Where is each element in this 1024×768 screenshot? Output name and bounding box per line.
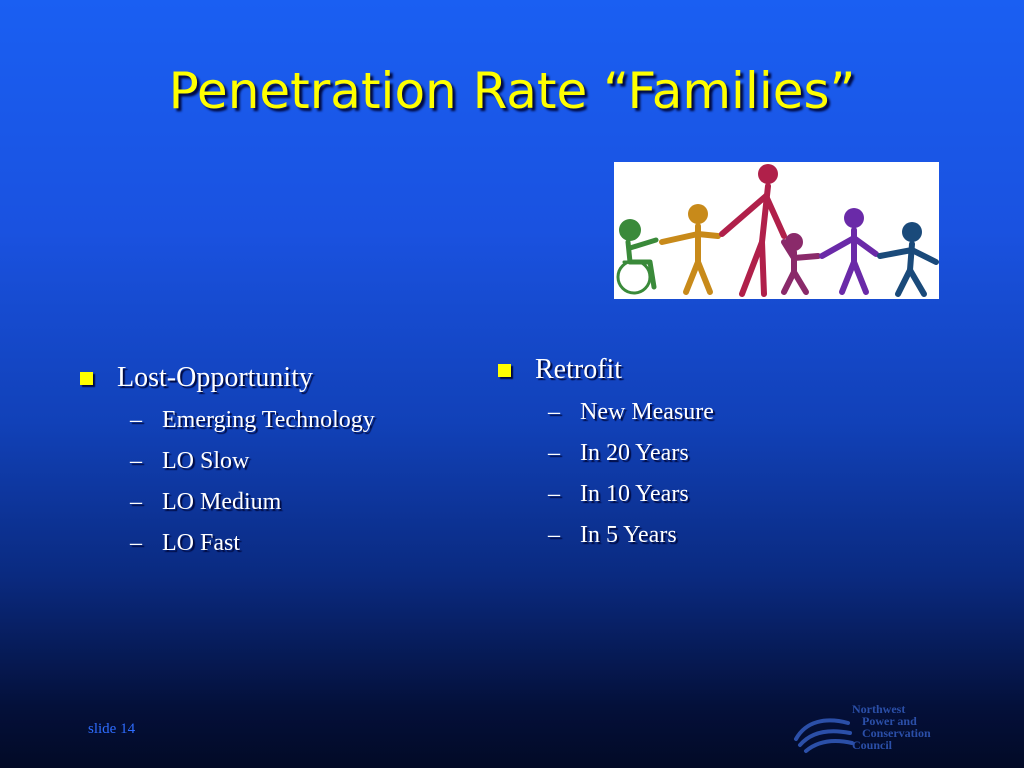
sub-bullet-label: LO Medium [162,489,282,515]
dash-icon: – [130,530,142,556]
sub-bullet-item: – New Measure [498,392,714,433]
sub-bullet-label: LO Fast [162,530,240,556]
child-figure-icon [819,208,879,295]
retrofit-column: Retrofit – New Measure – In 20 Years – I… [498,350,714,556]
sub-bullet-item: – In 5 Years [498,515,714,556]
council-logo-text: Northwest Power and Conservation Council [852,703,931,751]
dash-icon: – [130,407,142,433]
dash-icon: – [130,489,142,515]
family-clipart [614,162,939,299]
sub-bullet-item: – LO Fast [80,523,375,564]
toddler-figure-icon [781,233,821,295]
council-logo-icon [794,718,854,753]
sub-bullet-item: – Emerging Technology [80,400,375,441]
logo-line: Power and [862,714,917,728]
logo-line: Council [852,738,893,752]
slide-title: Penetration Rate “Families” [168,62,856,120]
sub-bullet-label: New Measure [580,399,714,425]
bullet-item: Lost-Opportunity [80,358,375,398]
dash-icon: – [548,481,560,507]
dash-icon: – [548,399,560,425]
sub-bullet-item: – In 10 Years [498,474,714,515]
dash-icon: – [130,448,142,474]
sub-bullet-label: In 5 Years [580,522,677,548]
sub-bullet-item: – In 20 Years [498,433,714,474]
sub-bullet-label: LO Slow [162,448,250,474]
lost-opportunity-column: Lost-Opportunity – Emerging Technology –… [80,358,375,564]
slide-number: slide 14 [88,721,136,737]
child-figure-icon [877,222,939,297]
sub-bullet-item: – LO Medium [80,482,375,523]
logo-line: Northwest [852,702,906,716]
adult-figure-icon [719,164,787,297]
bullet-item: Retrofit [498,350,714,390]
logo-line: Conservation [862,726,931,740]
square-bullet-icon [498,363,511,377]
sub-bullet-label: In 10 Years [580,481,689,507]
bullet-label: Retrofit [535,354,623,385]
sub-bullet-label: Emerging Technology [162,407,375,433]
sub-bullet-label: In 20 Years [580,440,689,466]
dash-icon: – [548,522,560,548]
bullet-label: Lost-Opportunity [117,362,313,393]
square-bullet-icon [80,371,93,385]
wheelchair-figure-icon [616,219,659,295]
child-figure-icon [659,204,721,295]
sub-bullet-item: – LO Slow [80,441,375,482]
dash-icon: – [548,440,560,466]
